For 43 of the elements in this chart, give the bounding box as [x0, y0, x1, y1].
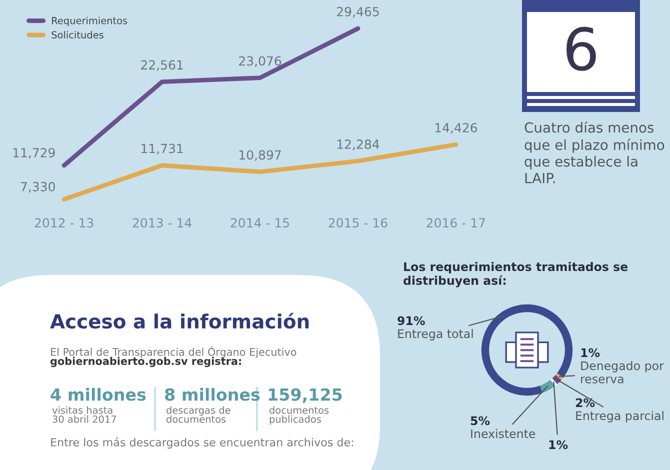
slice-label: Denegado por reserva	[581, 361, 664, 384]
data-label: 5%	[470, 416, 490, 426]
slice-label: Entrega parcial	[576, 411, 664, 422]
text: Cuatro días menos que el plazo mínimo que establece la LAIP.	[524, 121, 664, 184]
text: 8 millones	[165, 388, 260, 401]
text: El Portal de Transparencia del Órgano Ejecutivo	[51, 346, 296, 358]
data-label: 1%	[549, 440, 568, 450]
data-label: 1%	[581, 348, 600, 358]
data-label: 2%	[576, 398, 595, 408]
slice-label: Entrega total	[398, 329, 473, 340]
text: visitas hasta	[52, 406, 112, 414]
legend-label: Requerimientos	[52, 16, 128, 26]
text: 6	[566, 26, 596, 71]
chart-title: Los requerimientos tramitados se distribuyen así:	[404, 262, 628, 288]
text: documentos	[166, 415, 226, 423]
text: Acceso a la información	[50, 312, 309, 329]
data-label: 11,731	[142, 144, 183, 154]
x-tick-label: 2012 - 13	[34, 218, 94, 228]
text: documentos	[270, 406, 329, 414]
data-label: 10,897	[240, 150, 281, 161]
data-label: 22,561	[141, 60, 183, 71]
text: gobiernoabierto.gob.sv registra:	[50, 356, 241, 368]
text: 30 abril 2017	[52, 415, 116, 423]
data-label: 7,330	[20, 182, 55, 193]
x-tick-label: 2016 - 17	[426, 218, 485, 228]
data-label: 91%	[398, 316, 425, 326]
x-tick-label: 2014 - 15	[230, 218, 289, 228]
data-label: 23,076	[239, 56, 282, 67]
text: publicados	[270, 415, 321, 425]
text: 159,125	[268, 388, 342, 403]
donut-slice	[540, 380, 556, 393]
x-tick-label: 2015 - 16	[328, 218, 388, 228]
text: Entre los más descargados se encuentran archivos de:	[51, 437, 354, 449]
text: 4 millones	[50, 388, 146, 401]
data-label: 29,465	[337, 6, 379, 18]
legend-label: Solicitudes	[52, 31, 104, 39]
data-label: 14,426	[435, 122, 477, 134]
data-label: 12,284	[337, 140, 380, 150]
donut-slice	[481, 304, 573, 396]
data-label: 11,729	[13, 148, 55, 159]
slice-label: Inexistente	[471, 429, 536, 438]
x-tick-label: 2013 - 14	[132, 218, 192, 228]
text: descargas de	[166, 406, 230, 416]
